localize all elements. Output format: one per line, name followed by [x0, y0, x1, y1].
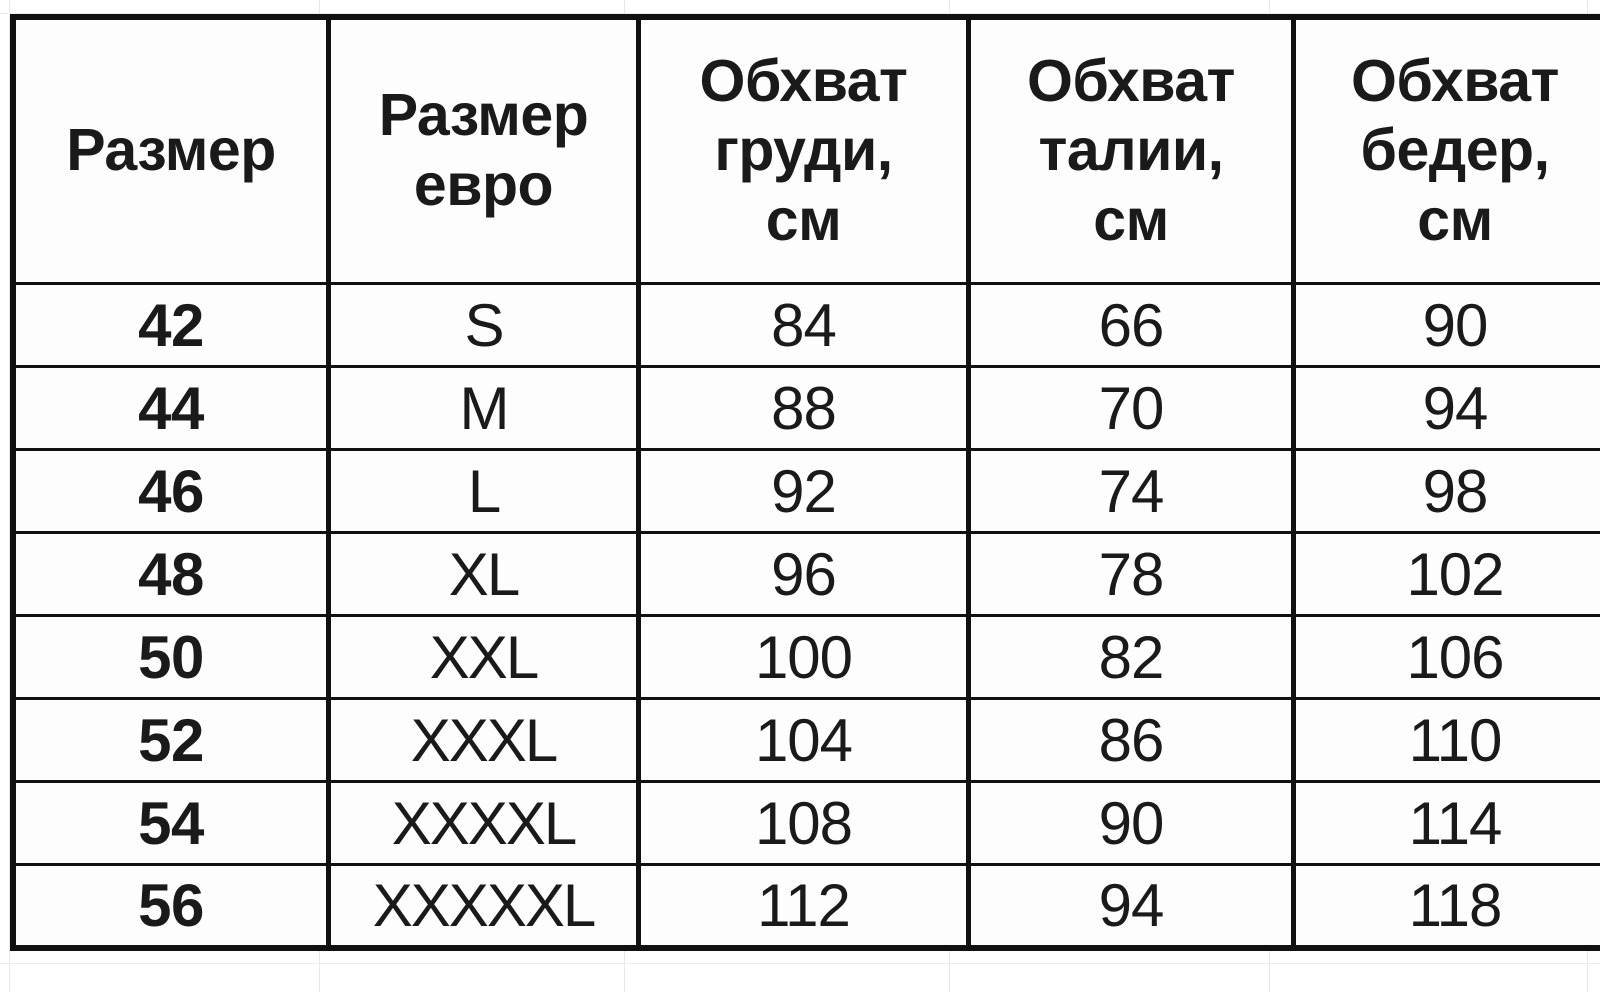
cell-chest: 104 [636, 697, 971, 783]
cell-hips: 98 [1291, 448, 1600, 534]
header-line: бедер, [1360, 117, 1550, 184]
header-line: см [1093, 186, 1169, 253]
header-line: см [1417, 186, 1493, 253]
cell-size: 52 [10, 697, 331, 783]
size-chart-container: Размер Размер евро Обхват груди, см Обхв… [10, 14, 1600, 951]
column-header-chest: Обхват груди, см [636, 14, 971, 285]
sheet-gridline-vertical [9, 0, 10, 992]
cell-size: 46 [10, 448, 331, 534]
cell-hips: 118 [1291, 863, 1600, 951]
header-line: евро [413, 152, 554, 218]
cell-waist: 66 [966, 282, 1296, 368]
column-header-size: Размер [10, 14, 331, 285]
header-line: Обхват [1027, 47, 1235, 114]
cell-waist: 70 [966, 365, 1296, 451]
cell-euro-size: XL [326, 531, 641, 617]
cell-waist: 90 [966, 780, 1296, 866]
cell-waist: 78 [966, 531, 1296, 617]
table-row: 46 L 92 74 98 [10, 448, 1600, 534]
cell-hips: 106 [1291, 614, 1600, 700]
table-row: 52 XXXL 104 86 110 [10, 697, 1600, 783]
header-row: Размер Размер евро Обхват груди, см Обхв… [10, 14, 1600, 285]
cell-chest: 84 [636, 282, 971, 368]
size-chart-table: Размер Размер евро Обхват груди, см Обхв… [10, 14, 1600, 951]
table-header: Размер Размер евро Обхват груди, см Обхв… [10, 14, 1600, 285]
cell-waist: 94 [966, 863, 1296, 951]
cell-hips: 90 [1291, 282, 1600, 368]
cell-hips: 110 [1291, 697, 1600, 783]
table-row: 54 XXXXL 108 90 114 [10, 780, 1600, 866]
cell-size: 48 [10, 531, 331, 617]
table-row: 42 S 84 66 90 [10, 282, 1600, 368]
header-line: груди, [714, 117, 893, 184]
sheet-gridline-horizontal [0, 963, 1600, 964]
sheet-gridline-horizontal [0, 13, 1600, 14]
cell-waist: 86 [966, 697, 1296, 783]
header-line: Обхват [1351, 47, 1559, 114]
cell-size: 50 [10, 614, 331, 700]
cell-chest: 108 [636, 780, 971, 866]
table-row: 44 M 88 70 94 [10, 365, 1600, 451]
cell-chest: 88 [636, 365, 971, 451]
cell-hips: 94 [1291, 365, 1600, 451]
cell-chest: 100 [636, 614, 971, 700]
cell-euro-size: XXXXL [326, 780, 641, 866]
table-row: 56 XXXXXL 112 94 118 [10, 863, 1600, 951]
cell-size: 44 [10, 365, 331, 451]
header-line: Размер [378, 82, 589, 149]
column-header-waist: Обхват талии, см [966, 14, 1296, 285]
cell-hips: 114 [1291, 780, 1600, 866]
table-body: 42 S 84 66 90 44 M 88 70 94 46 L 92 74 98 48 XL 96 78 102 50… [10, 282, 1600, 951]
cell-hips: 102 [1291, 531, 1600, 617]
cell-euro-size: XXL [326, 614, 641, 700]
header-line: Размер [66, 117, 276, 184]
cell-euro-size: XXXXXL [326, 863, 641, 951]
cell-euro-size: M [326, 365, 641, 451]
cell-chest: 96 [636, 531, 971, 617]
cell-euro-size: S [326, 282, 641, 368]
cell-size: 56 [10, 863, 331, 951]
cell-chest: 112 [636, 863, 971, 951]
cell-waist: 74 [966, 448, 1296, 534]
column-header-hips: Обхват бедер, см [1291, 14, 1600, 285]
cell-size: 54 [10, 780, 331, 866]
table-row: 48 XL 96 78 102 [10, 531, 1600, 617]
cell-euro-size: L [326, 448, 641, 534]
table-row: 50 XXL 100 82 106 [10, 614, 1600, 700]
column-header-euro-size: Размер евро [326, 14, 641, 285]
cell-waist: 82 [966, 614, 1296, 700]
cell-size: 42 [10, 282, 331, 368]
header-line: см [765, 186, 842, 253]
cell-euro-size: XXXL [326, 697, 641, 783]
cell-chest: 92 [636, 448, 971, 534]
header-line: талии, [1038, 117, 1224, 184]
header-line: Обхват [699, 47, 908, 114]
